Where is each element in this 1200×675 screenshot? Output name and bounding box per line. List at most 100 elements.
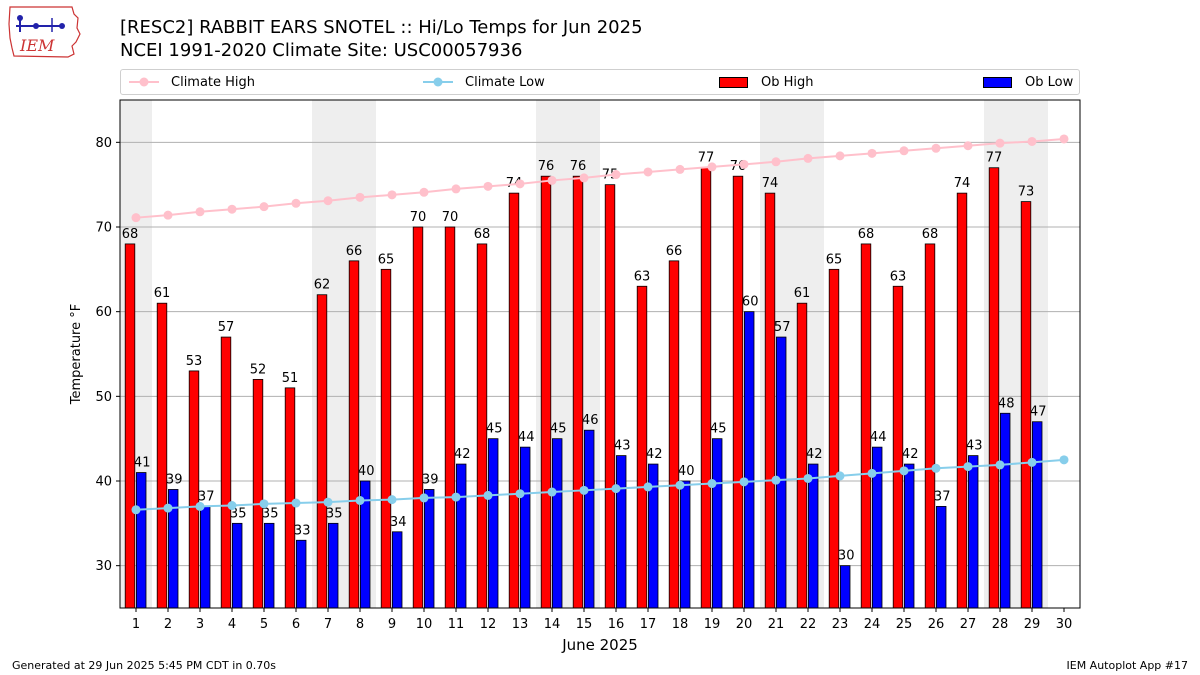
ob-low-label: 45 — [486, 422, 503, 437]
x-tick-label: 1 — [132, 617, 140, 632]
climate-high-point — [1059, 134, 1069, 144]
ob-high-bar — [636, 285, 648, 609]
legend-ob-high: Ob High — [719, 70, 814, 94]
climate-high-point — [643, 167, 653, 177]
climate-low-point — [163, 503, 173, 513]
climate-high-point — [451, 184, 461, 194]
ob-high-label: 66 — [666, 244, 683, 259]
iem-logo: IEM — [8, 6, 81, 58]
ob-high-bar — [828, 268, 840, 609]
climate-high-line — [135, 137, 1065, 219]
climate-low-line — [135, 458, 1065, 511]
climate-low-point — [419, 493, 429, 503]
x-tick-label: 12 — [480, 617, 497, 632]
ob-high-bar — [444, 226, 456, 609]
ob-low-bar — [616, 455, 627, 609]
climate-high-point — [675, 164, 685, 174]
ob-high-bar — [860, 243, 872, 609]
climate-low-point — [195, 501, 205, 511]
ob-high-bar — [252, 378, 264, 609]
ob-high-bar — [604, 184, 616, 609]
x-tick-label: 28 — [992, 617, 1009, 632]
ob-low-bar — [295, 539, 307, 609]
climate-low-point — [451, 492, 461, 502]
ob-high-bar — [380, 268, 392, 609]
ob-low-bar — [455, 463, 467, 609]
climate-low-point — [515, 489, 525, 499]
ob-high-bar — [412, 226, 424, 609]
ob-high-swatch-icon — [719, 77, 748, 88]
y-tick-label: 70 — [95, 221, 112, 236]
legend-ob-low: Ob Low — [983, 70, 1073, 94]
ob-high-label: 61 — [154, 286, 171, 301]
ob-low-label: 48 — [998, 396, 1015, 411]
ob-low-bar — [840, 565, 851, 609]
x-tick-label: 6 — [292, 617, 300, 632]
x-tick-label: 30 — [1056, 617, 1073, 632]
plot-frame — [119, 99, 1081, 609]
ob-high-label: 68 — [858, 227, 875, 242]
legend-climate-low-label: Climate Low — [465, 74, 545, 90]
legend-ob-high-label: Ob High — [761, 74, 814, 90]
climate-high-point — [259, 202, 269, 212]
ob-high-bar — [1020, 201, 1032, 609]
ob-high-label: 68 — [474, 227, 491, 242]
ob-high-bar — [348, 260, 360, 609]
x-tick-label: 11 — [448, 617, 465, 632]
climate-low-point — [227, 501, 237, 511]
ob-low-label: 42 — [806, 447, 823, 462]
climate-high-point — [163, 210, 173, 220]
ob-low-label: 39 — [166, 472, 183, 487]
ob-low-label: 42 — [454, 447, 471, 462]
climate-high-line-icon — [129, 77, 159, 87]
ob-low-bar — [359, 480, 371, 609]
ob-high-bar — [508, 192, 520, 609]
x-tick-label: 16 — [608, 617, 625, 632]
climate-high-point — [963, 141, 973, 151]
ob-high-label: 65 — [378, 252, 395, 267]
ob-low-label: 44 — [518, 430, 535, 445]
ob-low-bar — [327, 522, 339, 609]
climate-high-point — [387, 190, 397, 200]
climate-low-point — [707, 479, 717, 489]
ob-high-bar — [156, 302, 168, 609]
ob-high-bar — [316, 294, 328, 609]
climate-low-point — [899, 466, 909, 476]
ob-high-label: 75 — [602, 168, 619, 183]
legend: Climate High Climate Low Ob High Ob Low — [120, 69, 1080, 95]
ob-high-label: 53 — [186, 354, 203, 369]
ob-high-label: 70 — [442, 210, 459, 225]
ob-high-bar — [732, 175, 744, 609]
ob-high-label: 68 — [922, 227, 939, 242]
ob-high-bar — [540, 175, 552, 609]
x-tick-label: 4 — [228, 617, 236, 632]
x-tick-label: 9 — [388, 617, 396, 632]
climate-high-point — [867, 148, 877, 158]
climate-low-point — [291, 498, 301, 508]
ob-low-label: 30 — [838, 549, 855, 564]
climate-low-point — [803, 473, 813, 483]
ob-high-bar — [668, 260, 680, 609]
ob-low-label: 45 — [550, 422, 567, 437]
ob-high-label: 66 — [346, 244, 363, 259]
climate-low-point — [323, 497, 333, 507]
ob-low-label: 60 — [742, 295, 759, 310]
ob-high-bar — [764, 192, 776, 609]
ob-high-label: 74 — [506, 176, 523, 191]
y-tick-label: 60 — [95, 305, 112, 320]
ob-high-bar — [700, 167, 712, 609]
climate-high-point — [995, 138, 1005, 148]
legend-ob-low-label: Ob Low — [1025, 74, 1074, 90]
generated-footer: Generated at 29 Jun 2025 5:45 PM CDT in … — [12, 659, 277, 672]
x-tick-label: 26 — [928, 617, 945, 632]
climate-high-point — [611, 170, 621, 180]
ob-high-label: 63 — [634, 269, 651, 284]
ob-high-label: 61 — [794, 286, 811, 301]
climate-low-point — [995, 460, 1005, 470]
x-tick-label: 23 — [832, 617, 849, 632]
ob-high-bar — [188, 370, 200, 609]
climate-low-point — [739, 477, 749, 487]
weekend-band — [120, 100, 152, 608]
ob-low-label: 47 — [1030, 405, 1047, 420]
